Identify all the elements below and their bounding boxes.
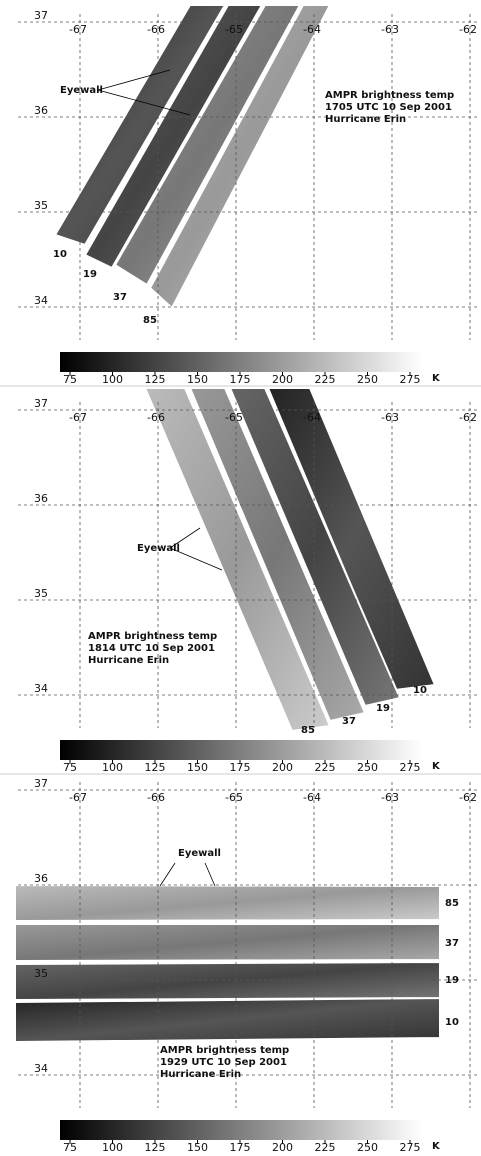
channel-label: 10 (413, 685, 427, 696)
colorbar-label: 150 (187, 761, 208, 774)
colorbar (60, 1120, 422, 1140)
lat-label: 35 (34, 199, 48, 212)
colorbar-unit: K (432, 761, 441, 772)
colorbar-unit: K (432, 373, 441, 384)
colorbar-label: 275 (400, 1141, 421, 1154)
annotation: 1929 UTC 10 Sep 2001 (160, 1057, 287, 1068)
lon-label: -64 (303, 23, 321, 36)
lat-label: 35 (34, 587, 48, 600)
colorbar-label: 250 (357, 1141, 378, 1154)
eyewall-label: Eyewall (178, 848, 221, 859)
channel-label: 85 (445, 898, 459, 909)
colorbar-label: 225 (315, 373, 336, 386)
lat-label: 36 (34, 492, 48, 505)
lon-label: -67 (69, 411, 87, 424)
colorbar-label: 200 (272, 761, 293, 774)
annotation: Hurricane Erin (160, 1069, 241, 1080)
lon-label: -63 (381, 791, 399, 804)
annotation: AMPR brightness temp (325, 90, 454, 101)
colorbar-label: 175 (230, 373, 251, 386)
colorbar-label: 75 (63, 1141, 77, 1154)
annotation: Hurricane Erin (88, 655, 169, 666)
colorbar-label: 275 (400, 761, 421, 774)
colorbar-label: 250 (357, 761, 378, 774)
colorbar-label: 250 (357, 373, 378, 386)
colorbar-label: 175 (230, 1141, 251, 1154)
lat-label: 37 (34, 397, 48, 410)
lon-label: -67 (69, 23, 87, 36)
channel-label: 19 (445, 975, 459, 986)
colorbar-label: 100 (102, 761, 123, 774)
eyewall-label: Eyewall (137, 543, 180, 554)
channel-label: 10 (53, 249, 67, 260)
lat-label: 34 (34, 682, 48, 695)
colorbar-label: 200 (272, 1141, 293, 1154)
lat-label: 37 (34, 777, 48, 790)
colorbar-label: 175 (230, 761, 251, 774)
annotation: AMPR brightness temp (160, 1045, 289, 1056)
channel-label: 37 (342, 716, 356, 727)
lon-label: -66 (147, 23, 165, 36)
channel-label: 37 (113, 292, 127, 303)
colorbar-label: 100 (102, 1141, 123, 1154)
annotation: 1705 UTC 10 Sep 2001 (325, 102, 452, 113)
lat-label: 37 (34, 9, 48, 22)
lon-label: -65 (225, 23, 243, 36)
lon-label: -63 (381, 23, 399, 36)
lon-label: -64 (303, 791, 321, 804)
colorbar (60, 740, 422, 760)
lon-label: -62 (459, 23, 477, 36)
lon-label: -64 (303, 411, 321, 424)
colorbar-label: 150 (187, 373, 208, 386)
swath (15, 885, 440, 921)
lon-label: -62 (459, 791, 477, 804)
lon-label: -66 (147, 411, 165, 424)
colorbar-label: 125 (145, 1141, 166, 1154)
swath (15, 924, 440, 961)
lon-label: -65 (225, 411, 243, 424)
colorbar-label: 75 (63, 761, 77, 774)
colorbar-label: 75 (63, 373, 77, 386)
lon-label: -63 (381, 411, 399, 424)
lat-label: 36 (34, 104, 48, 117)
swath (15, 998, 440, 1042)
annotation: AMPR brightness temp (88, 631, 217, 642)
channel-label: 85 (301, 725, 315, 736)
colorbar-unit: K (432, 1141, 441, 1152)
channel-label: 19 (376, 703, 390, 714)
channel-label: 19 (83, 269, 97, 280)
lon-label: -62 (459, 411, 477, 424)
annotation: 1814 UTC 10 Sep 2001 (88, 643, 215, 654)
colorbar-label: 125 (145, 761, 166, 774)
swath (15, 962, 440, 1000)
lon-label: -66 (147, 791, 165, 804)
lat-label: 34 (34, 294, 48, 307)
colorbar (60, 352, 422, 372)
lon-label: -67 (69, 791, 87, 804)
lon-label: -65 (225, 791, 243, 804)
channel-label: 37 (445, 938, 459, 949)
colorbar-label: 150 (187, 1141, 208, 1154)
channel-label: 10 (445, 1017, 459, 1028)
colorbar-label: 225 (315, 761, 336, 774)
figure: -67 -66 -65 -64 -63 -62 37 36 35 34 10 19 37 85 AMPR b… (0, 0, 481, 1156)
lat-label: 35 (34, 967, 48, 980)
colorbar-label: 225 (315, 1141, 336, 1154)
colorbar-label: 200 (272, 373, 293, 386)
colorbar-label: 125 (145, 373, 166, 386)
colorbar-label: 100 (102, 373, 123, 386)
colorbar-label: 275 (400, 373, 421, 386)
eyewall-label: Eyewall (60, 85, 103, 96)
channel-label: 85 (143, 315, 157, 326)
annotation: Hurricane Erin (325, 114, 406, 125)
lat-label: 36 (34, 872, 48, 885)
lat-label: 34 (34, 1062, 48, 1075)
